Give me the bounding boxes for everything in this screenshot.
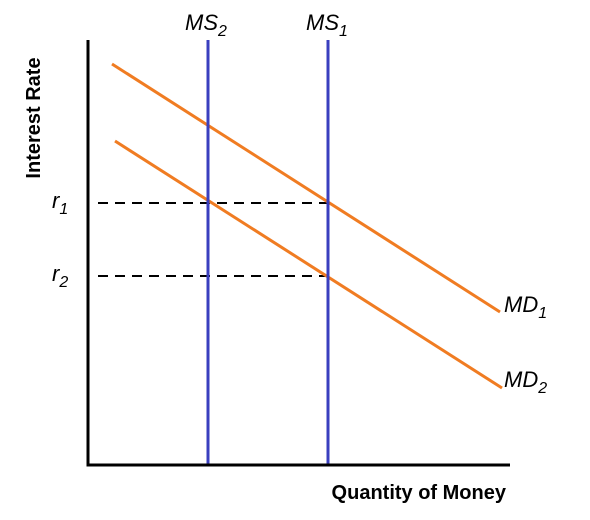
x-axis-title: Quantity of Money [332,482,507,504]
y-axis-title: Interest Rate [23,57,45,178]
md2-curve [114,139,503,390]
ms1-label: MS1 [306,10,348,40]
md1-curve [111,62,501,314]
ms2-label: MS2 [185,10,227,40]
r2-label: r2 [52,261,68,291]
r1-label: r1 [52,188,68,218]
md2-label: MD2 [504,367,547,397]
axes [86,40,510,467]
md1-label: MD1 [504,292,547,322]
